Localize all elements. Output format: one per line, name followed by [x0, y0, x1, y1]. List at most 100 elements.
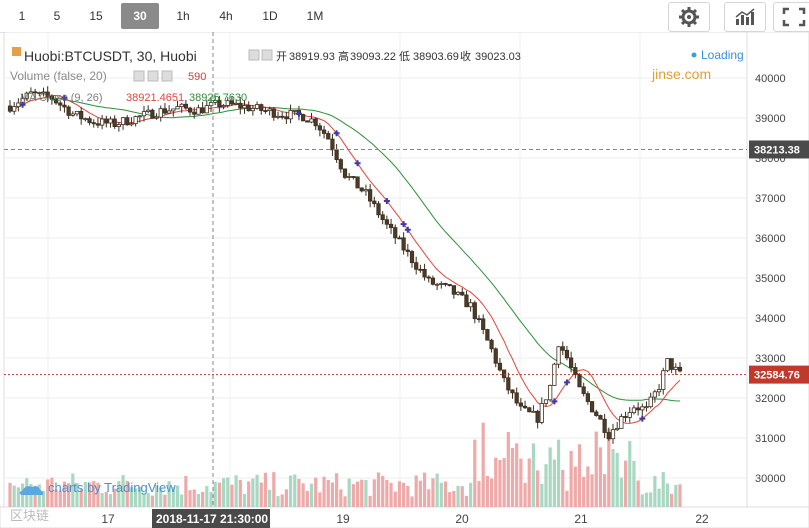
cross-marker	[295, 110, 302, 117]
volume-bar	[498, 459, 502, 507]
interval-4h-button[interactable]: 4h	[219, 9, 233, 23]
volume-bar	[75, 482, 79, 507]
interval-1d-button[interactable]: 1D	[262, 9, 278, 23]
candle	[254, 104, 260, 109]
candle	[384, 219, 389, 225]
volume-bar	[586, 466, 590, 507]
volume-bar	[255, 474, 259, 507]
candle	[24, 92, 29, 99]
candle	[187, 107, 193, 113]
candle	[129, 123, 134, 126]
volume-bar	[385, 480, 389, 507]
volume-bar	[418, 480, 422, 507]
settings-small-icon[interactable]	[261, 49, 273, 61]
candle	[648, 396, 653, 408]
candle	[397, 237, 402, 240]
candle	[171, 108, 176, 112]
volume-bar	[665, 483, 670, 507]
volume-settings-icon[interactable]	[147, 70, 159, 82]
candle	[564, 349, 570, 359]
last-price-label: 32584.76	[754, 370, 800, 382]
candle	[95, 123, 101, 126]
volume-label: Volume (false, 20)	[10, 69, 107, 83]
volume-eye-icon[interactable]	[133, 70, 145, 82]
candle	[673, 366, 678, 370]
volume-bar	[163, 494, 167, 507]
volume-bar	[389, 482, 393, 507]
y-tick-label: 31000	[755, 433, 786, 445]
candle	[569, 357, 574, 368]
volume-bar	[83, 481, 87, 507]
candle	[234, 102, 239, 105]
eye-icon[interactable]	[248, 49, 260, 61]
candle	[447, 284, 452, 287]
candle	[53, 98, 59, 104]
candle	[619, 416, 624, 429]
candle	[372, 200, 377, 205]
interval-1-button[interactable]: 1	[18, 9, 26, 23]
indicators-button[interactable]	[724, 2, 766, 32]
interval-15-button[interactable]: 15	[89, 9, 103, 23]
volume-bar	[598, 447, 603, 507]
candle	[200, 107, 205, 114]
volume-bar	[410, 496, 414, 507]
volume-bar	[188, 490, 192, 507]
volume-bar	[54, 489, 58, 507]
interval-1m-button[interactable]: 1M	[306, 9, 324, 23]
candle	[439, 283, 444, 285]
volume-bar	[96, 482, 100, 507]
fullscreen-button[interactable]	[773, 2, 809, 32]
candle	[489, 339, 494, 350]
cross-marker	[639, 415, 646, 422]
volume-bar	[293, 474, 297, 507]
candle	[531, 410, 536, 413]
x-tick-label: 17	[101, 512, 115, 526]
candle	[368, 189, 373, 202]
volume-bar	[489, 478, 494, 507]
volume-bar	[477, 481, 481, 507]
legend: Huobi:BTCUSDT, 30, Huobi 开 38919.93 高 39093.…	[10, 47, 744, 104]
candle-series	[7, 86, 683, 444]
interval-30-button[interactable]: 30	[121, 3, 159, 29]
candle	[179, 103, 184, 107]
time-axis[interactable]	[0, 506, 809, 528]
cross-marker	[563, 379, 570, 386]
interval-1h-button[interactable]: 1h	[176, 9, 190, 23]
volume-close-icon[interactable]	[161, 70, 173, 82]
volume-bar	[582, 476, 586, 507]
volume-bar	[611, 449, 615, 507]
volume-bar	[657, 488, 661, 507]
price-axis[interactable]	[746, 32, 809, 508]
toolbar: 1 5 15 30 1h 4h 1D 1M	[0, 0, 809, 33]
price-chart[interactable]: 30000 31000 32000 33000 34000 35000 36000 37000…	[0, 32, 809, 528]
ma-fast-value: 38921.4651	[126, 92, 184, 104]
candle	[37, 92, 42, 94]
volume-bar	[234, 475, 238, 507]
candle	[527, 407, 532, 413]
candle	[485, 329, 490, 341]
candle	[284, 116, 289, 120]
volume-bar	[678, 484, 682, 507]
candle	[493, 348, 498, 364]
candle	[351, 176, 356, 178]
volume-bar	[556, 439, 561, 507]
settings-button[interactable]	[668, 2, 710, 32]
volume-bar	[305, 491, 309, 507]
candle	[213, 100, 218, 103]
candle	[104, 118, 109, 124]
plot-area[interactable]	[3, 32, 748, 508]
volume-bar	[322, 476, 326, 507]
candle	[225, 100, 230, 106]
branding[interactable]: charts by TradingView	[19, 480, 177, 495]
x-tick-label: 22	[695, 512, 709, 526]
symbol-title: Huobi:BTCUSDT, 30, Huobi	[24, 48, 197, 64]
volume-bar	[238, 479, 242, 507]
volume-bar	[205, 486, 209, 507]
interval-5-button[interactable]: 5	[53, 9, 61, 23]
candle	[644, 406, 649, 409]
y-tick-label: 35000	[755, 273, 786, 285]
volume-bar	[510, 447, 515, 507]
candle	[589, 401, 595, 413]
candle	[309, 118, 314, 123]
candle	[418, 268, 423, 271]
